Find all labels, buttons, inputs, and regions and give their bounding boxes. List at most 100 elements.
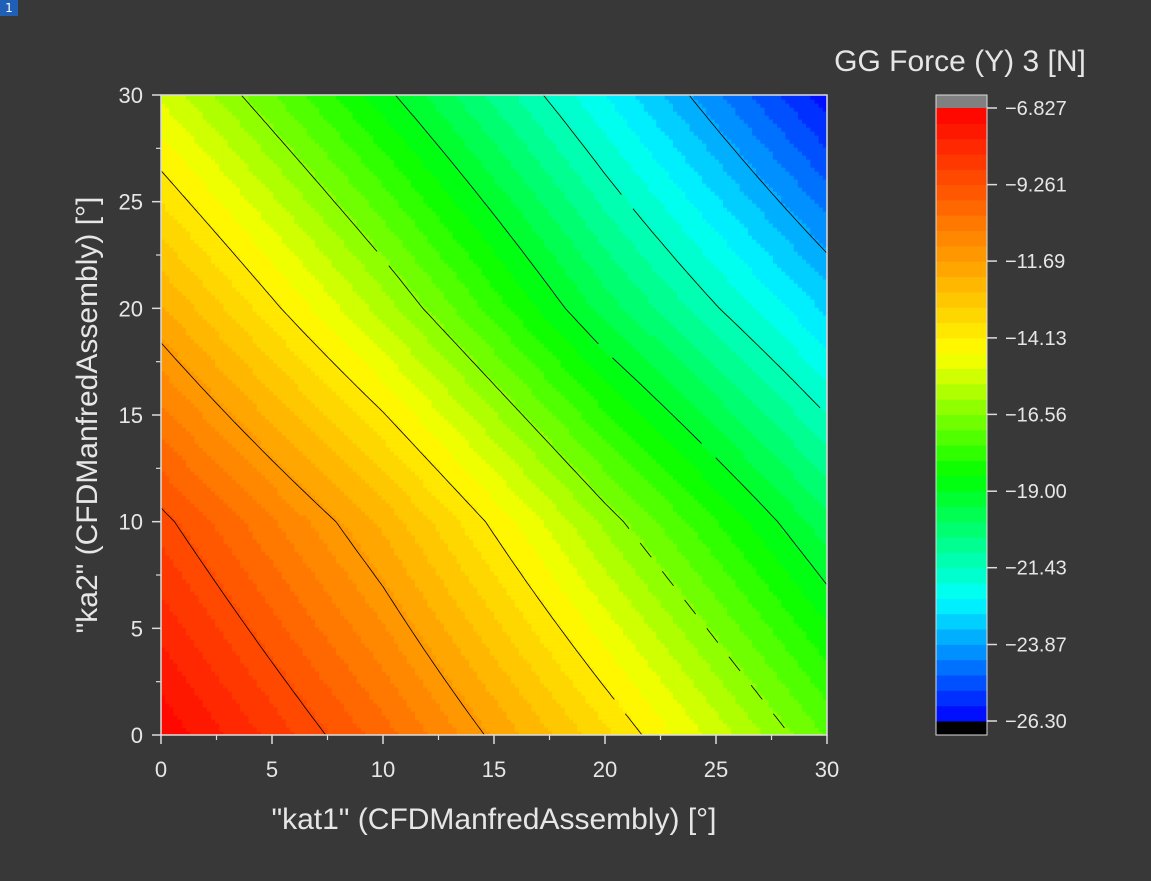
contour-cell xyxy=(485,711,491,716)
contour-cell xyxy=(668,691,674,696)
contour-cell xyxy=(581,635,587,640)
contour-cell xyxy=(473,655,478,660)
contour-cell xyxy=(598,611,603,616)
contour-cell xyxy=(260,687,266,692)
contour-cell xyxy=(344,695,349,700)
contour-cell xyxy=(535,675,541,680)
contour-cell xyxy=(814,691,820,696)
contour-cell xyxy=(606,711,612,716)
contour-cell xyxy=(494,611,499,616)
contour-cell xyxy=(360,703,366,708)
contour-cell xyxy=(294,611,299,616)
contour-cell xyxy=(302,679,308,684)
contour-cell xyxy=(531,671,537,676)
contour-cell xyxy=(414,655,420,660)
contour-cell xyxy=(419,663,424,668)
contour-cell xyxy=(489,731,495,735)
contour-cell xyxy=(610,643,616,648)
contour-cell xyxy=(668,647,674,652)
contour-cell xyxy=(560,675,566,680)
contour-cell xyxy=(265,731,270,735)
contour-cell xyxy=(743,671,749,676)
contour-cell xyxy=(194,635,200,640)
contour-cell xyxy=(768,719,774,724)
contour-cell xyxy=(210,639,216,644)
contour-cell xyxy=(693,695,699,700)
contour-cell xyxy=(781,683,786,688)
contour-cell xyxy=(593,707,599,712)
contour-cell xyxy=(235,687,241,692)
contour-cell xyxy=(273,695,279,700)
contour-cell xyxy=(248,647,254,652)
contour-cell xyxy=(743,695,749,700)
contour-cell xyxy=(772,719,778,724)
contour-cell xyxy=(627,703,632,708)
contour-cell xyxy=(710,655,716,660)
contour-cell xyxy=(190,695,195,700)
contour-cell xyxy=(240,651,245,656)
contour-cell xyxy=(227,647,233,652)
contour-cell xyxy=(389,723,395,728)
contour-cell xyxy=(294,663,299,668)
contour-cell xyxy=(435,719,441,724)
contour-cell xyxy=(543,695,549,700)
contour-cell xyxy=(643,663,649,668)
contour-cell xyxy=(302,635,308,640)
contour-cell xyxy=(277,631,283,636)
contour-cell xyxy=(281,727,287,732)
contour-cell xyxy=(573,667,578,672)
contour-cell xyxy=(210,691,216,696)
contour-cell xyxy=(439,651,445,656)
contour-cell xyxy=(219,695,225,700)
contour-cell xyxy=(777,647,782,652)
contour-cell xyxy=(273,711,279,716)
contour-cell xyxy=(185,659,191,664)
contour-cell xyxy=(248,691,254,696)
contour-cell xyxy=(356,723,362,728)
contour-cell xyxy=(231,611,237,616)
contour-cell xyxy=(631,611,637,616)
contour-cell xyxy=(306,731,312,735)
contour-cell xyxy=(277,651,283,656)
contour-cell xyxy=(165,639,170,644)
contour-cell xyxy=(215,687,220,692)
contour-cell xyxy=(398,639,404,644)
contour-cell xyxy=(360,663,366,668)
contour-cell xyxy=(394,631,399,636)
contour-cell xyxy=(344,679,349,684)
contour-cell xyxy=(231,615,237,620)
contour-cell xyxy=(743,675,749,680)
contour-cell xyxy=(652,611,657,616)
contour-cell xyxy=(731,699,737,704)
layer-badge[interactable]: 1 xyxy=(0,0,18,16)
contour-cell xyxy=(506,679,512,684)
contour-cell xyxy=(527,711,533,716)
contour-cell xyxy=(210,667,216,672)
contour-cell xyxy=(377,675,383,680)
contour-cell xyxy=(394,619,399,624)
contour-cell xyxy=(585,647,591,652)
contour-cell xyxy=(789,639,795,644)
contour-cell xyxy=(714,611,720,616)
contour-cell xyxy=(643,627,649,632)
contour-cell xyxy=(319,667,324,672)
contour-cell xyxy=(539,715,545,720)
contour-cell xyxy=(502,723,508,728)
contour-cell xyxy=(739,699,745,704)
contour-cell xyxy=(552,635,558,640)
contour-cell xyxy=(697,727,703,732)
contour-cell xyxy=(477,687,483,692)
contour-cell xyxy=(373,695,379,700)
contour-cell xyxy=(764,655,770,660)
contour-cell xyxy=(494,659,499,664)
contour-cell xyxy=(789,659,795,664)
contour-cell xyxy=(356,715,362,720)
contour-cell xyxy=(739,663,745,668)
contour-cell xyxy=(161,675,166,680)
contour-cell xyxy=(439,683,445,688)
contour-cell xyxy=(481,655,487,660)
contour-cell xyxy=(727,615,732,620)
contour-cell xyxy=(402,611,408,616)
contour-cell xyxy=(269,631,274,636)
contour-cell xyxy=(423,643,428,648)
